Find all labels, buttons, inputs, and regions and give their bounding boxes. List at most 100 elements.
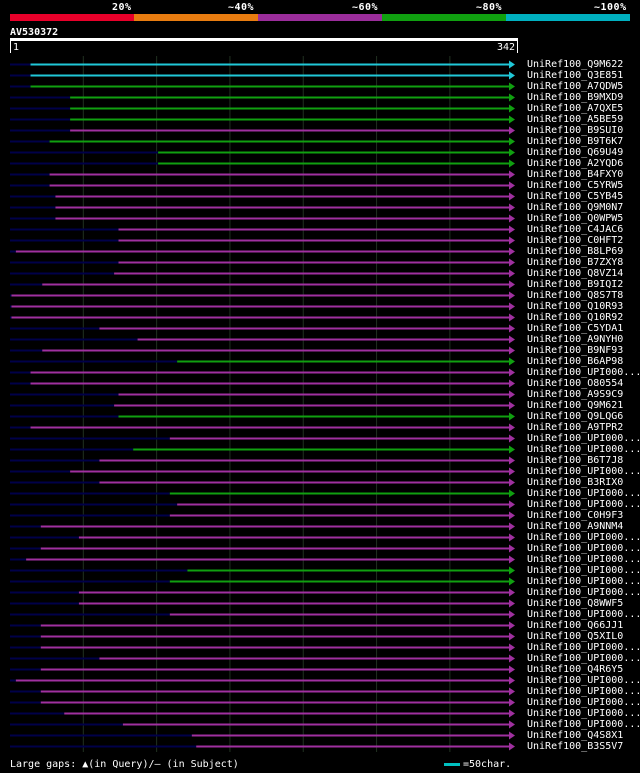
hit-label[interactable]: UniRef100_Q8S7T8 — [527, 290, 624, 301]
hit-end-arrow-icon — [509, 522, 515, 531]
hit-label[interactable]: UniRef100_A9S9C9 — [527, 389, 624, 400]
hit-end-arrow-icon — [509, 368, 515, 377]
hit-label[interactable]: UniRef100_B9SUI0 — [527, 125, 624, 136]
hit-label[interactable]: UniRef100_UPI000... — [527, 576, 640, 587]
hit-label[interactable]: UniRef100_C5YDA1 — [527, 323, 624, 334]
hit-label[interactable]: UniRef100_UPI000... — [527, 466, 640, 477]
hit-label[interactable]: UniRef100_A2YQD6 — [527, 158, 624, 169]
hit-label[interactable]: UniRef100_Q69U49 — [527, 147, 624, 158]
hit-label[interactable]: UniRef100_Q10R92 — [527, 312, 624, 323]
hit-end-arrow-icon — [509, 148, 515, 157]
hit-label[interactable]: UniRef100_UPI000... — [527, 532, 640, 543]
hit-end-arrow-icon — [509, 665, 515, 674]
hit-label[interactable]: UniRef100_UPI000... — [527, 653, 640, 664]
hit-label[interactable]: UniRef100_Q9M622 — [527, 59, 624, 70]
hit-label[interactable]: UniRef100_C4JAC6 — [527, 224, 624, 235]
hit-end-arrow-icon — [509, 720, 515, 729]
hit-end-arrow-icon — [509, 610, 515, 619]
hit-label[interactable]: UniRef100_Q9LQG6 — [527, 411, 624, 422]
legend-segment-20 — [10, 14, 134, 21]
hit-label[interactable]: UniRef100_B4FXY0 — [527, 169, 624, 180]
hit-label[interactable]: UniRef100_B9T6K7 — [527, 136, 624, 147]
hit-end-arrow-icon — [509, 423, 515, 432]
hit-label[interactable]: UniRef100_Q8VZ14 — [527, 268, 624, 279]
hit-label[interactable]: UniRef100_UPI000... — [527, 554, 640, 565]
hit-label[interactable]: UniRef100_B8LP69 — [527, 246, 624, 257]
hit-label[interactable]: UniRef100_B9NF93 — [527, 345, 624, 356]
hit-end-arrow-icon — [509, 434, 515, 443]
hit-label[interactable]: UniRef100_B7ZXY8 — [527, 257, 624, 268]
hit-label[interactable]: UniRef100_Q0WPW5 — [527, 213, 624, 224]
hit-label[interactable]: UniRef100_UPI000... — [527, 642, 640, 653]
hit-label[interactable]: UniRef100_UPI000... — [527, 587, 640, 598]
hit-label[interactable]: UniRef100_Q4R6Y5 — [527, 664, 624, 675]
hit-end-arrow-icon — [509, 676, 515, 685]
hit-label[interactable]: UniRef100_UPI000... — [527, 719, 640, 730]
hit-label[interactable]: UniRef100_UPI000... — [527, 708, 640, 719]
hit-end-arrow-icon — [509, 555, 515, 564]
hit-label[interactable]: UniRef100_A7QXE5 — [527, 103, 624, 114]
hit-end-arrow-icon — [509, 126, 515, 135]
hit-label[interactable]: UniRef100_UPI000... — [527, 697, 640, 708]
hit-label[interactable]: UniRef100_UPI000... — [527, 488, 640, 499]
hit-label[interactable]: UniRef100_B6AP98 — [527, 356, 624, 367]
hit-label[interactable]: UniRef100_A7QDW5 — [527, 81, 624, 92]
hit-end-arrow-icon — [509, 698, 515, 707]
hit-label[interactable]: UniRef100_UPI000... — [527, 433, 640, 444]
hit-label[interactable]: UniRef100_C5YB45 — [527, 191, 624, 202]
hit-end-arrow-icon — [509, 533, 515, 542]
legend-label-100: ~100% — [594, 2, 627, 13]
hit-label[interactable]: UniRef100_Q66JJ1 — [527, 620, 624, 631]
legend-segment-80 — [382, 14, 506, 21]
hit-end-arrow-icon — [509, 302, 515, 311]
hit-label[interactable]: UniRef100_UPI000... — [527, 444, 640, 455]
hit-label[interactable]: UniRef100_B6T7J8 — [527, 455, 624, 466]
hit-end-arrow-icon — [509, 632, 515, 641]
hit-end-arrow-icon — [509, 335, 515, 344]
hit-label[interactable]: UniRef100_C0H9F3 — [527, 510, 624, 521]
hit-label[interactable]: UniRef100_UPI000... — [527, 686, 640, 697]
ruler-end-label: 342 — [497, 42, 516, 53]
hit-label[interactable]: UniRef100_Q10R93 — [527, 301, 624, 312]
hit-end-arrow-icon — [509, 731, 515, 740]
hit-label[interactable]: UniRef100_UPI000... — [527, 367, 640, 378]
hit-label[interactable]: UniRef100_B3RIX0 — [527, 477, 624, 488]
hit-label[interactable]: UniRef100_UPI000... — [527, 543, 640, 554]
hit-label[interactable]: UniRef100_UPI000... — [527, 499, 640, 510]
ruler-tick-start — [10, 41, 11, 53]
hit-end-arrow-icon — [509, 511, 515, 520]
hit-label[interactable]: UniRef100_UPI000... — [527, 675, 640, 686]
hit-end-arrow-icon — [509, 467, 515, 476]
hit-label[interactable]: UniRef100_O80554 — [527, 378, 624, 389]
hit-label[interactable]: UniRef100_Q5XIL0 — [527, 631, 624, 642]
hit-end-arrow-icon — [509, 346, 515, 355]
hit-label[interactable]: UniRef100_A9NYH0 — [527, 334, 624, 345]
legend-label-80: ~80% — [476, 2, 503, 13]
hit-end-arrow-icon — [509, 500, 515, 509]
hit-label[interactable]: UniRef100_Q4S8X1 — [527, 730, 624, 741]
hit-label[interactable]: UniRef100_C0HFT2 — [527, 235, 624, 246]
hit-label[interactable]: UniRef100_Q8WWF5 — [527, 598, 624, 609]
hit-label[interactable]: UniRef100_B3S5V7 — [527, 741, 624, 752]
legend-label-40: ~40% — [228, 2, 255, 13]
hit-end-arrow-icon — [509, 71, 515, 80]
hit-label[interactable]: UniRef100_A9NNM4 — [527, 521, 624, 532]
hit-label[interactable]: UniRef100_Q9M621 — [527, 400, 624, 411]
hit-label[interactable]: UniRef100_A5BE59 — [527, 114, 624, 125]
hit-label[interactable]: UniRef100_A9TPR2 — [527, 422, 624, 433]
hit-label[interactable]: UniRef100_B9MXD9 — [527, 92, 624, 103]
hit-label[interactable]: UniRef100_C5YRW5 — [527, 180, 624, 191]
hit-label[interactable]: UniRef100_Q3E851 — [527, 70, 624, 81]
hit-label[interactable]: UniRef100_UPI000... — [527, 609, 640, 620]
hit-end-arrow-icon — [509, 742, 515, 751]
hit-label[interactable]: UniRef100_Q9M0N7 — [527, 202, 624, 213]
hit-end-arrow-icon — [509, 225, 515, 234]
hit-label[interactable]: UniRef100_UPI000... — [527, 565, 640, 576]
hit-end-arrow-icon — [509, 115, 515, 124]
hit-label[interactable]: UniRef100_B9IQI2 — [527, 279, 624, 290]
hit-end-arrow-icon — [509, 313, 515, 322]
scale-text: =50char. — [463, 759, 512, 770]
hit-end-arrow-icon — [509, 247, 515, 256]
hit-end-arrow-icon — [509, 357, 515, 366]
hit-end-arrow-icon — [509, 709, 515, 718]
